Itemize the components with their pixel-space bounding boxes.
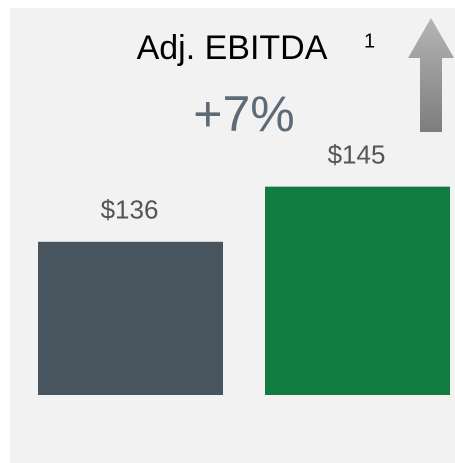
up-arrow	[408, 18, 454, 132]
value-label: $136	[101, 195, 159, 225]
chart-title: Adj. EBITDA	[137, 29, 328, 67]
bar	[38, 241, 223, 395]
value-label: $145	[328, 140, 386, 170]
title-superscript: 1	[364, 30, 375, 52]
bar	[265, 186, 450, 395]
growth-annotation: +7%	[193, 86, 294, 142]
